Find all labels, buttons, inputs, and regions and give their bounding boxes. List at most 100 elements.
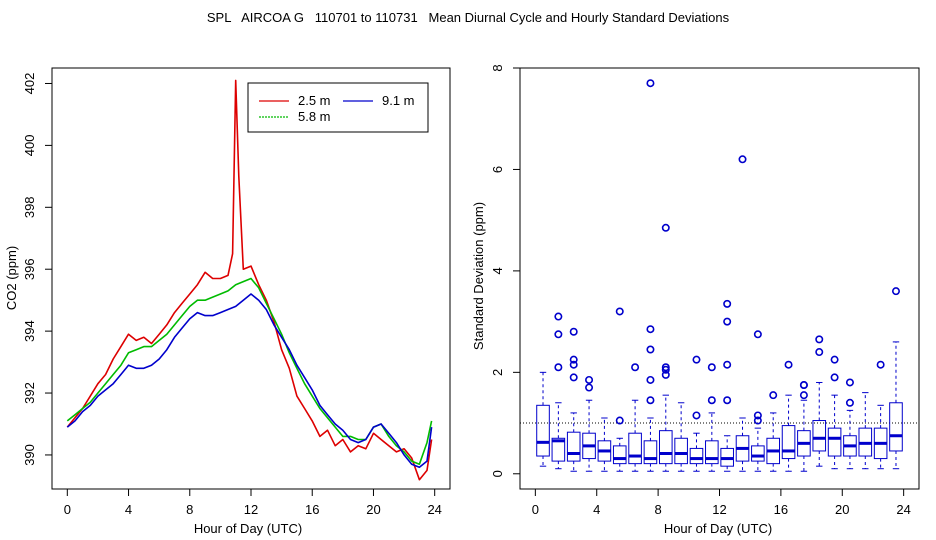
boxplot-hour-21p5 xyxy=(858,392,873,470)
chart-title: SPL AIRCOA G 110701 to 110731 Mean Diurn… xyxy=(206,10,730,25)
outlier-point xyxy=(554,312,563,321)
left-series-lines xyxy=(66,79,433,481)
boxplot-hour-20p5 xyxy=(843,378,857,470)
left-y-tick-label: 398 xyxy=(22,196,37,218)
legend-box xyxy=(247,82,429,133)
outlier-point xyxy=(799,391,808,400)
outlier-point xyxy=(707,363,716,372)
box-iqr xyxy=(551,437,566,462)
box-iqr xyxy=(812,420,827,452)
outlier-point xyxy=(830,373,839,382)
outlier-point xyxy=(661,370,670,379)
outlier-point xyxy=(615,416,624,425)
left-y-tick-label: 394 xyxy=(22,320,37,342)
outlier-point xyxy=(784,360,793,369)
box-iqr xyxy=(628,432,642,465)
left-x-tick-label: 16 xyxy=(305,502,319,517)
box-iqr xyxy=(751,445,765,462)
series-line-9p1m xyxy=(66,293,433,469)
right-x-axis-label: Hour of Day (UTC) xyxy=(664,521,772,536)
outlier-point xyxy=(646,325,655,334)
box-iqr xyxy=(643,440,658,465)
right-x-tick-label: 4 xyxy=(593,502,600,517)
outlier-point xyxy=(661,365,670,374)
right-plot-frame xyxy=(519,67,920,490)
outlier-point xyxy=(723,299,732,308)
right-x-tick-label: 24 xyxy=(896,502,910,517)
outlier-point xyxy=(707,396,716,405)
right-y-tick-label: 4 xyxy=(490,267,505,274)
left-y-tick-label: 400 xyxy=(22,135,37,157)
outlier-point xyxy=(845,398,854,407)
boxplot-hour-5p5 xyxy=(612,307,627,472)
box-iqr xyxy=(658,430,673,465)
left-x-tick-label: 24 xyxy=(427,502,441,517)
boxplot-hour-16p5 xyxy=(781,360,796,472)
boxplot-hour-13p5 xyxy=(735,155,750,472)
outlier-point xyxy=(723,396,732,405)
boxplot-hour-9p5 xyxy=(674,402,688,472)
box-iqr xyxy=(674,437,688,465)
box-iqr xyxy=(781,425,796,460)
outlier-point xyxy=(845,378,854,387)
outlier-point xyxy=(585,383,594,392)
outlier-point xyxy=(738,155,747,164)
outlier-point xyxy=(692,411,701,420)
boxplot-hour-23p5 xyxy=(889,287,903,470)
boxplot-hour-8p5 xyxy=(658,223,673,472)
right-boxplots xyxy=(520,79,919,472)
outlier-point xyxy=(646,345,655,354)
outlier-point xyxy=(876,360,885,369)
boxplot-hour-17p5 xyxy=(797,381,811,472)
left-y-tick-label: 392 xyxy=(22,382,37,404)
boxplot-hour-19p5 xyxy=(827,355,842,470)
legend-label-5p8m: 5.8 m xyxy=(298,109,331,124)
left-x-tick-label: 8 xyxy=(186,502,193,517)
boxplot-hour-12p5 xyxy=(720,299,734,472)
outlier-point xyxy=(554,363,563,372)
box-iqr xyxy=(705,440,719,465)
right-x-tick-label: 0 xyxy=(532,502,539,517)
boxplot-hour-0p5 xyxy=(536,371,550,467)
boxplot-hour-7p5 xyxy=(643,79,658,472)
right-y-tick-label: 8 xyxy=(490,64,505,71)
legend-label-9p1m: 9.1 m xyxy=(382,93,415,108)
boxplot-hour-6p5 xyxy=(628,363,642,472)
outlier-point xyxy=(753,330,762,339)
outlier-point xyxy=(569,327,578,336)
outlier-point xyxy=(891,287,900,296)
outlier-point xyxy=(723,317,732,326)
left-y-axis-label: CO2 (ppm) xyxy=(4,246,19,310)
left-x-tick-label: 4 xyxy=(125,502,132,517)
box-iqr xyxy=(827,427,842,457)
right-x-tick-label: 16 xyxy=(774,502,788,517)
outlier-point xyxy=(646,396,655,405)
outlier-point xyxy=(815,348,824,357)
outlier-point xyxy=(815,335,824,344)
left-y-tick-label: 390 xyxy=(22,444,37,466)
outlier-point xyxy=(723,360,732,369)
outlier-point xyxy=(753,411,762,420)
box-iqr xyxy=(566,431,581,462)
outlier-point xyxy=(615,307,624,316)
outlier-point xyxy=(692,355,701,364)
outlier-point xyxy=(661,223,670,232)
left-x-axis-label: Hour of Day (UTC) xyxy=(194,521,302,536)
boxplot-hour-1p5 xyxy=(551,312,566,470)
right-y-tick-label: 0 xyxy=(490,470,505,477)
outlier-point xyxy=(799,381,808,390)
left-y-tick-label: 396 xyxy=(22,258,37,280)
right-y-tick-label: 2 xyxy=(490,369,505,376)
left-x-tick-label: 12 xyxy=(244,502,258,517)
box-iqr xyxy=(889,402,903,452)
boxplot-hour-22p5 xyxy=(873,360,888,470)
box-iqr xyxy=(536,404,550,457)
boxplot-hour-18p5 xyxy=(812,335,827,467)
right-y-axis-label: Standard Deviation (ppm) xyxy=(471,202,486,350)
outlier-point xyxy=(753,416,762,425)
box-iqr xyxy=(612,445,627,465)
series-line-2p5m xyxy=(66,79,433,481)
outlier-point xyxy=(646,79,655,88)
right-x-tick-label: 20 xyxy=(835,502,849,517)
